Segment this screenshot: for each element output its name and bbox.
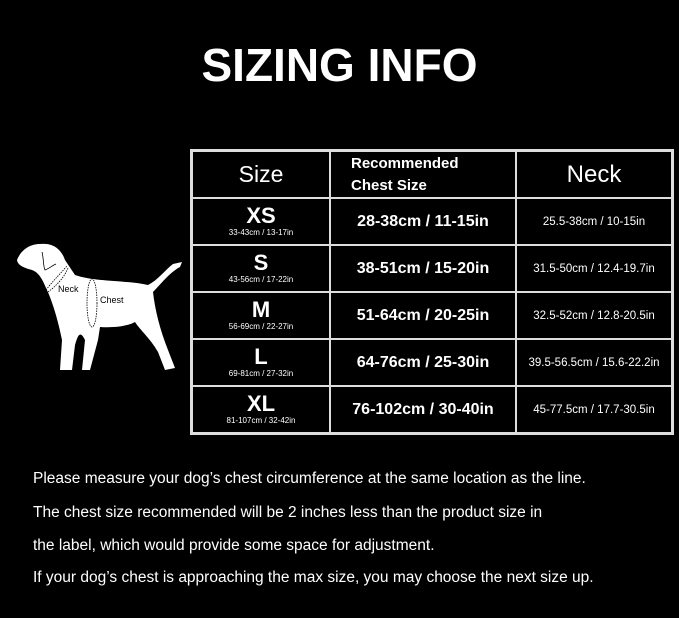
size-range: 69-81cm / 27-32in (228, 368, 294, 378)
size-range: 81-107cm / 32-42in (226, 415, 296, 425)
size-label: L (254, 343, 268, 369)
chest-cell: 76-102cm / 30-40in (330, 386, 516, 433)
dog-silhouette (17, 243, 182, 370)
neck-cell: 32.5-52cm / 12.8-20.5in (516, 292, 672, 339)
header-size: Size (192, 151, 330, 198)
chest-label: Chest (100, 295, 124, 305)
table-row: L 69-81cm / 27-32in 64-76cm / 25-30in 39.… (192, 339, 672, 386)
size-label: S (253, 249, 269, 275)
table-row: M 56-69cm / 22-27in 51-64cm / 20-25in 32.… (192, 292, 672, 339)
page-title: SIZING INFO (201, 39, 478, 91)
header-neck: Neck (516, 151, 672, 198)
size-range: 33-43cm / 13-17in (228, 227, 294, 237)
neck-label: Neck (58, 284, 79, 294)
size-chart-table: Size Recommended Chest Size Neck XS 33-43… (190, 149, 674, 435)
neck-cell: 31.5-50cm / 12.4-19.7in (516, 245, 672, 292)
header-chest: Recommended Chest Size (330, 151, 516, 198)
table-row: XL 81-107cm / 32-42in 76-102cm / 30-40in … (192, 386, 672, 433)
note-line: If your dog’s chest is approaching the m… (33, 569, 594, 586)
size-cell: L 69-81cm / 27-32in (192, 339, 330, 386)
dog-ear (41, 251, 57, 271)
neck-measure-line (45, 265, 68, 291)
size-cell: XS 33-43cm / 13-17in (192, 198, 330, 245)
chest-cell: 64-76cm / 25-30in (330, 339, 516, 386)
chest-cell: 28-38cm / 11-15in (330, 198, 516, 245)
size-cell: M 56-69cm / 22-27in (192, 292, 330, 339)
neck-cell: 25.5-38cm / 10-15in (516, 198, 672, 245)
size-label: XL (246, 390, 276, 416)
header-chest-line1: Recommended (351, 154, 459, 172)
neck-measure-line-back (47, 267, 69, 293)
table-header-row: Size Recommended Chest Size Neck (192, 151, 672, 198)
size-range: 56-69cm / 22-27in (228, 321, 294, 331)
size-cell: S 43-56cm / 17-22in (192, 245, 330, 292)
chest-cell: 51-64cm / 20-25in (330, 292, 516, 339)
neck-cell: 39.5-56.5cm / 15.6-22.2in (516, 339, 672, 386)
size-label: XS (246, 202, 276, 228)
size-cell: XL 81-107cm / 32-42in (192, 386, 330, 433)
dog-measurement-diagram: Neck Chest (17, 243, 182, 370)
size-label: M (251, 296, 271, 322)
note-line: the label, which would provide some spac… (33, 537, 435, 554)
neck-cell: 45-77.5cm / 17.7-30.5in (516, 386, 672, 433)
table-row: XS 33-43cm / 13-17in 28-38cm / 11-15in 25… (192, 198, 672, 245)
header-chest-line2: Chest Size (351, 176, 427, 194)
chest-cell: 38-51cm / 15-20in (330, 245, 516, 292)
chest-measure-line (86, 278, 98, 328)
table-row: S 43-56cm / 17-22in 38-51cm / 15-20in 31.… (192, 245, 672, 292)
note-line: Please measure your dog’s chest circumfe… (33, 470, 586, 487)
note-line: The chest size recommended will be 2 inc… (33, 504, 543, 521)
size-range: 43-56cm / 17-22in (228, 274, 294, 284)
